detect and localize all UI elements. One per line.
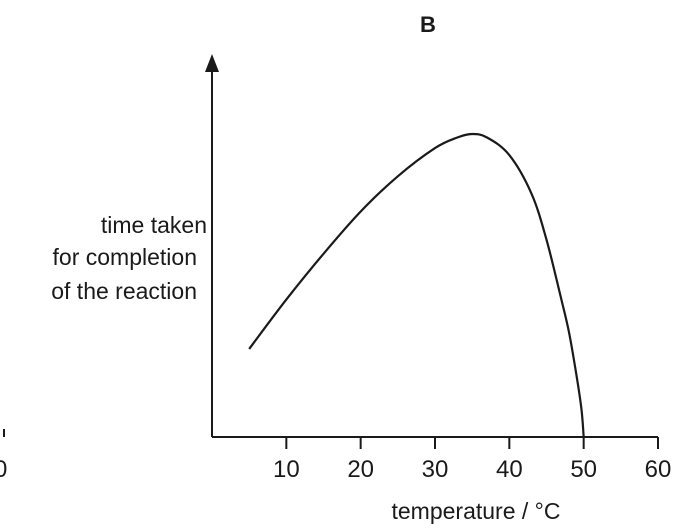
x-tick-label-40: 40 bbox=[496, 456, 523, 483]
x-ticks bbox=[285, 437, 659, 449]
x-tick-label-30: 30 bbox=[422, 456, 449, 483]
left-edge-label: 0 bbox=[0, 456, 7, 483]
x-tick-label-60: 60 bbox=[645, 456, 672, 483]
chart-title: B bbox=[420, 12, 436, 37]
x-axis-label: temperature / °C bbox=[392, 498, 561, 524]
x-tick-labels: 10 20 30 40 50 60 bbox=[273, 456, 671, 483]
x-tick-label-50: 50 bbox=[570, 456, 597, 483]
y-axis-label-line-2: for completion bbox=[53, 244, 197, 270]
y-axis-label: time taken for completion of the reactio… bbox=[51, 212, 207, 304]
y-axis-arrow-icon bbox=[205, 54, 219, 72]
y-axis-label-line-1: time taken bbox=[101, 212, 207, 238]
x-tick-label-10: 10 bbox=[273, 456, 300, 483]
x-tick-label-20: 20 bbox=[347, 456, 374, 483]
data-series-line bbox=[248, 132, 585, 438]
y-axis-label-line-3: of the reaction bbox=[51, 278, 197, 304]
